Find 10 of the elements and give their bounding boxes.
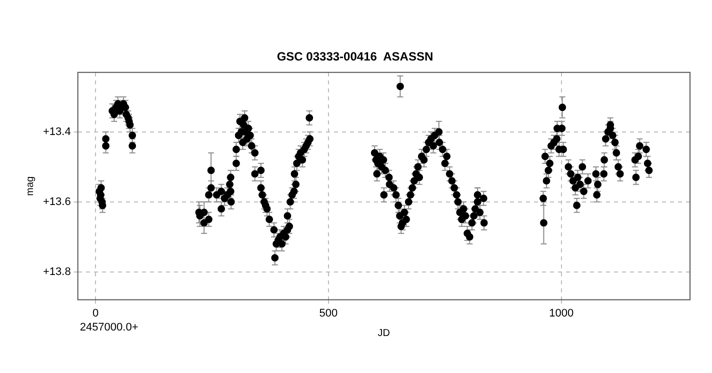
- chart-title: GSC 03333-00416 ASASSN: [276, 50, 434, 64]
- y-tick-label: +13.4: [42, 126, 71, 138]
- x-tick-label: 0: [92, 307, 99, 320]
- text: 2457000.0+: [80, 321, 138, 334]
- x-axis-title: JD: [378, 328, 390, 339]
- x-tick-label: 500: [319, 307, 338, 320]
- y-tick-label: +13.6: [42, 196, 71, 208]
- x-tick-label: 1000: [549, 307, 574, 320]
- y-tick-label: +13.8: [42, 266, 71, 278]
- y-axis-title: mag: [24, 176, 36, 196]
